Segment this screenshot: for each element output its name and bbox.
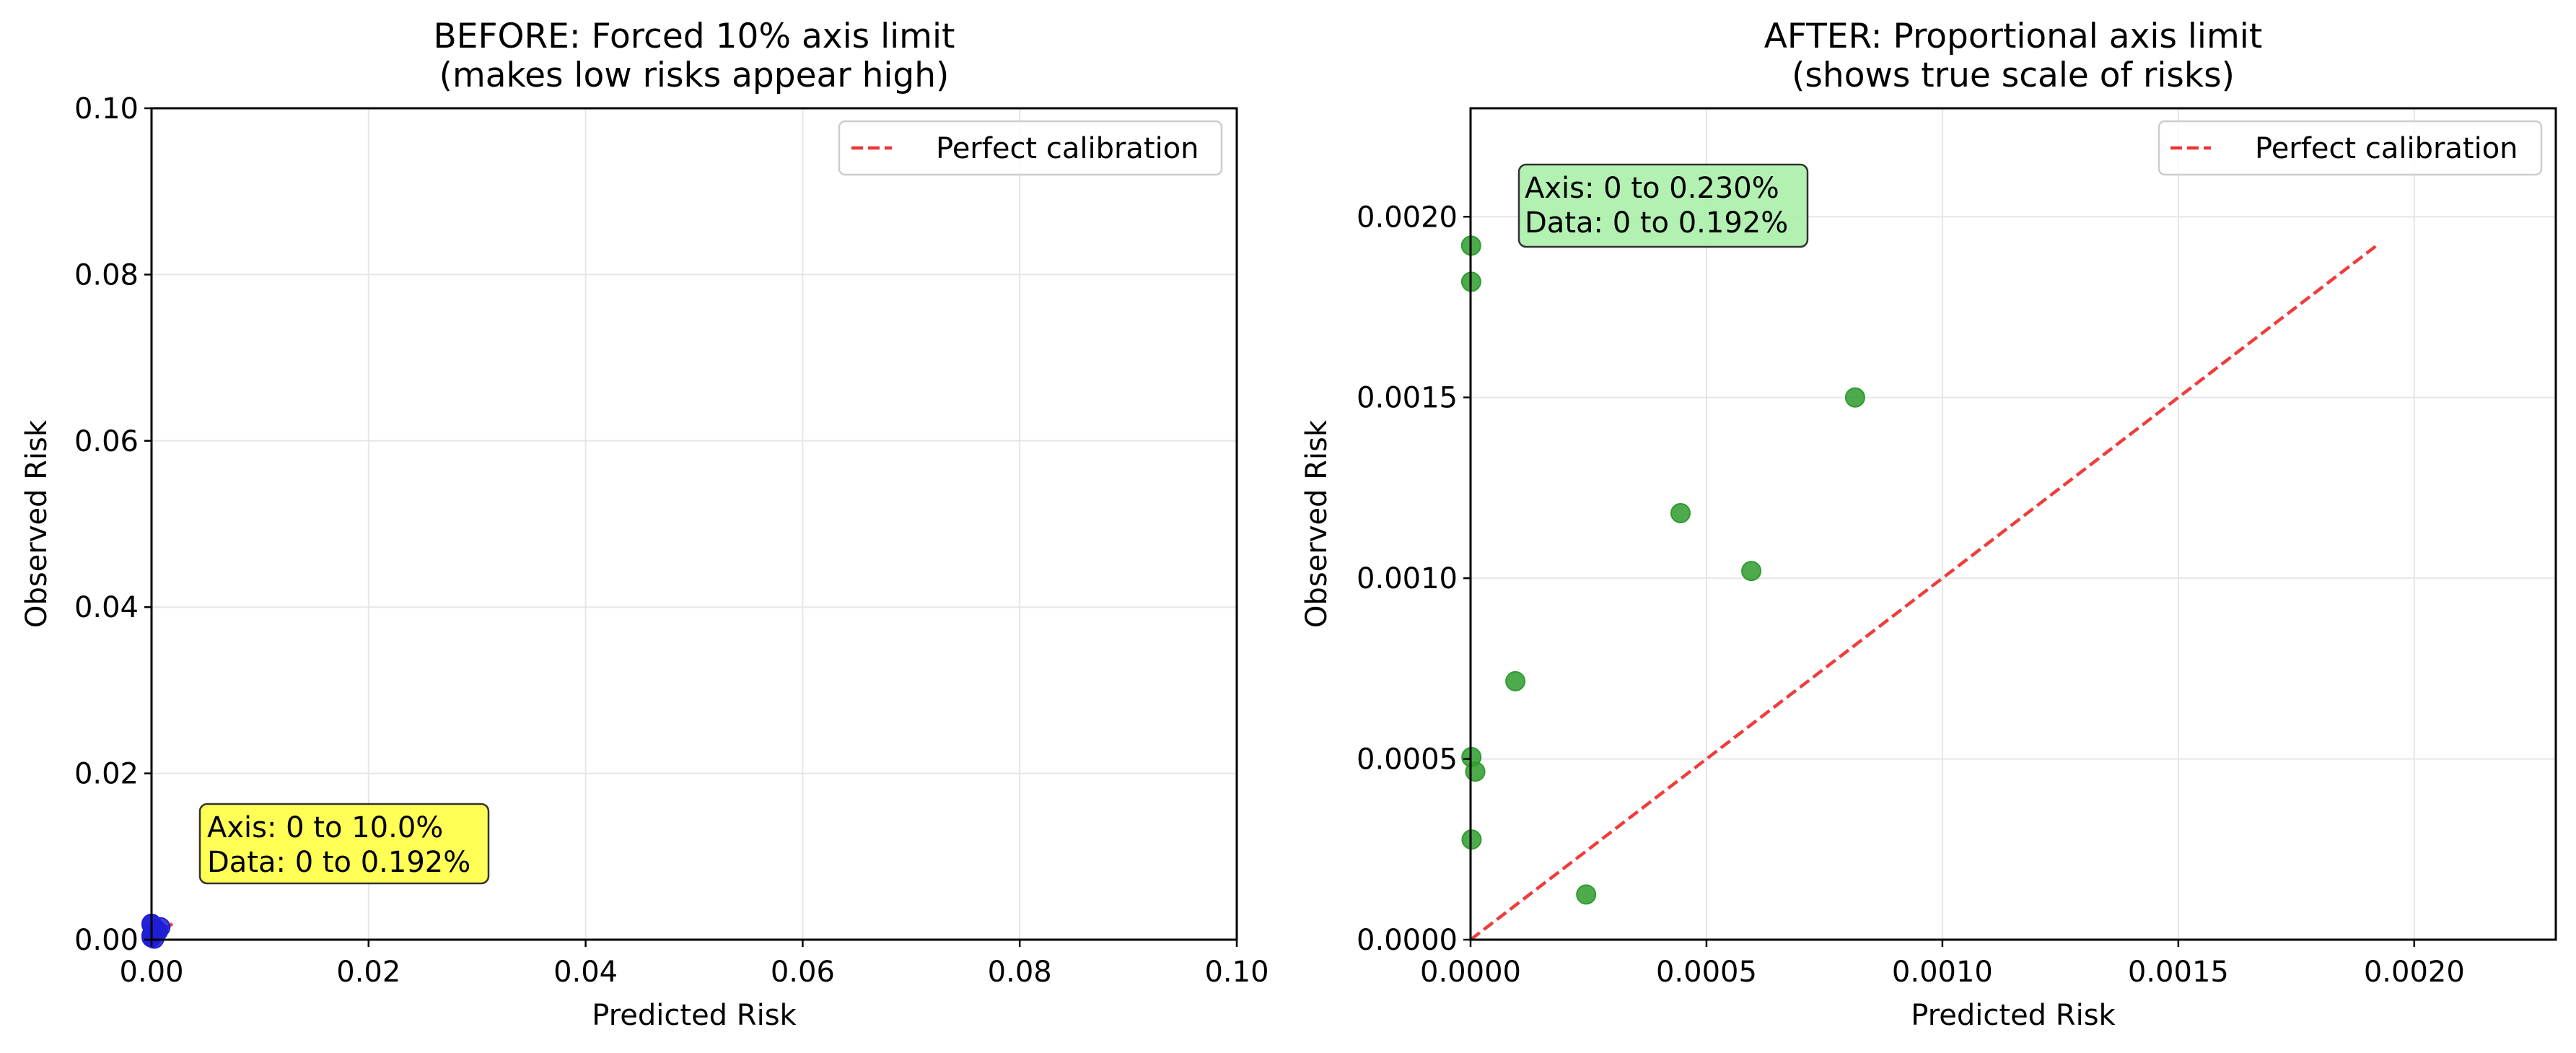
right-chart-panel: AFTER: Proportional axis limit (shows tr… — [1300, 17, 2557, 1032]
left-y-tick-label: 0.06 — [74, 425, 139, 458]
right-y-axis: 0.0000 0.0005 0.0010 0.0015 0.0020 — [1357, 201, 1471, 957]
right-legend-box — [2157, 120, 2543, 176]
left-x-tick-label: 0.04 — [553, 956, 618, 989]
left-annotation-line2: Data: 0 to 0.192% — [207, 846, 470, 879]
left-y-tick-label: 0.04 — [74, 591, 139, 624]
left-x-axis-label: Predicted Risk — [592, 999, 797, 1032]
left-plot-frame — [150, 107, 1238, 941]
left-chart-title-line1: BEFORE: Forced 10% axis limit — [434, 17, 955, 56]
left-grid — [151, 108, 1237, 940]
right-y-axis-label: Observed Risk — [1300, 419, 1333, 628]
right-x-tick-label: 0.0010 — [1892, 956, 1993, 989]
right-y-tick-label: 0.0020 — [1357, 201, 1458, 234]
left-x-tick-label: 0.02 — [336, 956, 400, 989]
right-x-tick-label: 0.0020 — [2364, 956, 2465, 989]
right-x-axis: 0.0000 0.0005 0.0010 0.0015 0.0020 — [1420, 940, 2465, 989]
right-data-point — [1465, 761, 1486, 782]
left-chart-panel: BEFORE: Forced 10% axis limit (makes low… — [20, 17, 1269, 1032]
left-legend-box — [838, 120, 1223, 176]
left-legend: Perfect calibration — [838, 120, 1223, 176]
right-y-tick-label: 0.0010 — [1357, 562, 1458, 595]
right-data-point — [1741, 561, 1762, 582]
right-annotation-line2: Data: 0 to 0.192% — [1525, 206, 1788, 240]
right-plot-frame — [1469, 107, 2557, 941]
right-annotation-box: Axis: 0 to 0.230% Data: 0 to 0.192% — [1517, 163, 1809, 248]
right-legend: Perfect calibration — [2157, 120, 2543, 176]
left-data-point — [150, 917, 171, 938]
right-data-point — [1670, 502, 1691, 523]
left-y-axis-label: Observed Risk — [20, 419, 53, 628]
right-reference-line — [1469, 244, 2378, 941]
left-x-tick-label: 0.08 — [988, 956, 1052, 989]
right-x-axis-label: Predicted Risk — [1911, 999, 2116, 1032]
right-y-tick-label: 0.0005 — [1357, 743, 1458, 777]
left-annotation-background — [198, 803, 490, 885]
right-data-point — [1576, 884, 1597, 905]
right-perfect-calibration-line — [1469, 244, 2378, 941]
left-x-tick-label: 0.10 — [1204, 956, 1269, 989]
left-x-tick-label: 0.06 — [771, 956, 835, 989]
right-data-point — [1505, 670, 1526, 691]
right-data-point — [1844, 387, 1865, 408]
left-annotation-line1: Axis: 0 to 10.0% — [207, 811, 443, 844]
right-y-tick-label: 0.0000 — [1357, 924, 1458, 957]
left-y-tick-label: 0.00 — [74, 924, 139, 957]
right-legend-label: Perfect calibration — [2255, 132, 2518, 165]
left-y-axis: 0.00 0.02 0.04 0.06 0.08 0.10 — [74, 92, 152, 957]
left-chart-title-line2: (makes low risks appear high) — [439, 56, 950, 95]
left-y-tick-label: 0.02 — [74, 758, 139, 791]
right-x-tick-label: 0.0015 — [2128, 956, 2229, 989]
left-annotation-box: Axis: 0 to 10.0% Data: 0 to 0.192% — [198, 803, 490, 885]
right-chart-title-line1: AFTER: Proportional axis limit — [1764, 17, 2263, 56]
right-x-tick-label: 0.0005 — [1656, 956, 1757, 989]
left-y-tick-label: 0.10 — [74, 92, 139, 126]
right-x-tick-label: 0.0000 — [1420, 956, 1521, 989]
left-y-tick-label: 0.08 — [74, 258, 139, 292]
left-legend-label: Perfect calibration — [936, 132, 1199, 165]
left-x-tick-label: 0.00 — [119, 956, 183, 989]
right-chart-title-line2: (shows true scale of risks) — [1792, 56, 2235, 95]
right-annotation-background — [1517, 163, 1809, 248]
right-y-tick-label: 0.0015 — [1357, 382, 1458, 415]
left-x-axis: 0.00 0.02 0.04 0.06 0.08 0.10 — [119, 940, 1269, 989]
right-annotation-line1: Axis: 0 to 0.230% — [1525, 172, 1779, 205]
